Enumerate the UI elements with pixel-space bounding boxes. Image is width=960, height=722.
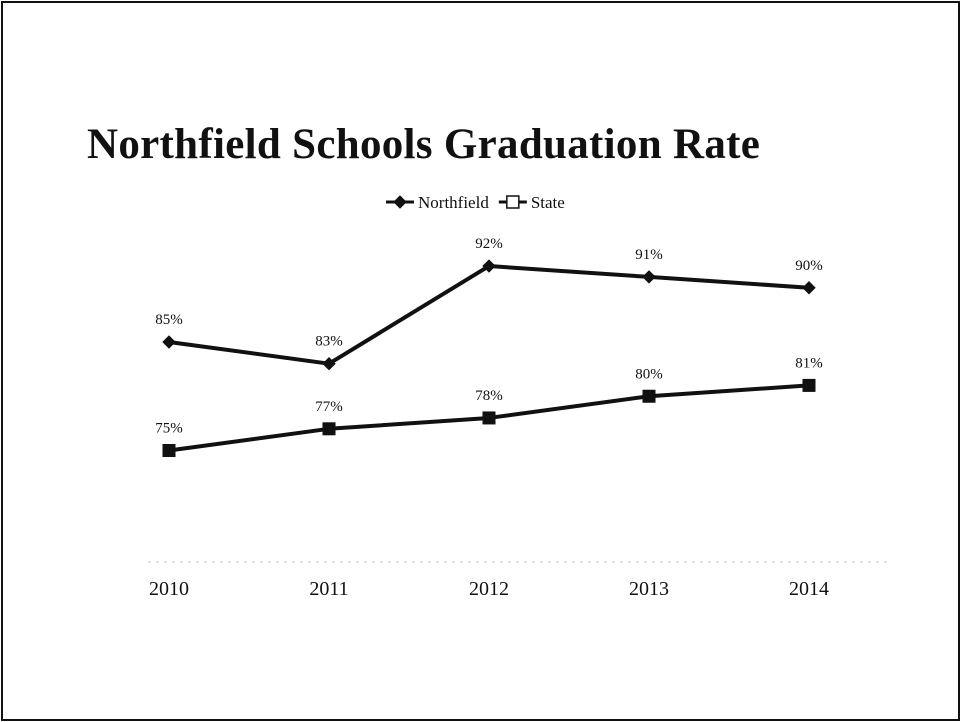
northfield-point-2012	[482, 259, 496, 273]
x-tick-label-2014: 2014	[789, 578, 829, 600]
state-point-2011	[322, 422, 336, 436]
legend-marker-state	[506, 195, 520, 209]
northfield-series-line	[167, 264, 811, 366]
state-data-label-2013: 80%	[635, 366, 663, 382]
x-tick-label-2013: 2013	[629, 578, 669, 600]
chart-title: Northfield Schools Graduation Rate	[87, 121, 761, 168]
x-tick-label-2012: 2012	[469, 578, 509, 600]
series-markers	[162, 259, 816, 457]
northfield-data-label-2012: 92%	[475, 236, 503, 252]
legend-item-northfield: Northfield	[386, 193, 489, 212]
legend: Northfield State	[386, 193, 565, 212]
legend-label-northfield: Northfield	[418, 193, 489, 212]
x-tick-label-2010: 2010	[149, 578, 189, 600]
state-data-label-2010: 75%	[155, 421, 183, 437]
state-point-2010	[162, 444, 176, 457]
state-data-label-2014: 81%	[795, 355, 823, 371]
northfield-data-label-2010: 85%	[155, 312, 183, 328]
northfield-point-2010	[162, 335, 176, 349]
state-point-2014	[802, 378, 816, 392]
northfield-data-label-2014: 90%	[795, 258, 823, 274]
northfield-data-label-2011: 83%	[315, 334, 343, 350]
state-point-2012	[482, 411, 496, 425]
northfield-point-2013	[642, 270, 656, 284]
x-axis-tick-labels: 2010 2011 2012 2013 2014	[149, 578, 829, 600]
legend-label-state: State	[531, 193, 565, 212]
state-point-2013	[642, 389, 656, 403]
data-labels: 85% 83% 92% 91% 90% 75% 77% 78% 80% 81%	[155, 236, 823, 436]
state-data-label-2011: 77%	[315, 399, 343, 415]
northfield-data-label-2013: 91%	[635, 247, 663, 263]
northfield-point-2011	[322, 356, 336, 371]
northfield-point-2014	[802, 281, 816, 295]
state-data-label-2012: 78%	[475, 388, 503, 404]
legend-item-state: State	[498, 193, 565, 212]
x-tick-label-2011: 2011	[309, 578, 348, 600]
legend-marker-northfield	[393, 195, 407, 209]
